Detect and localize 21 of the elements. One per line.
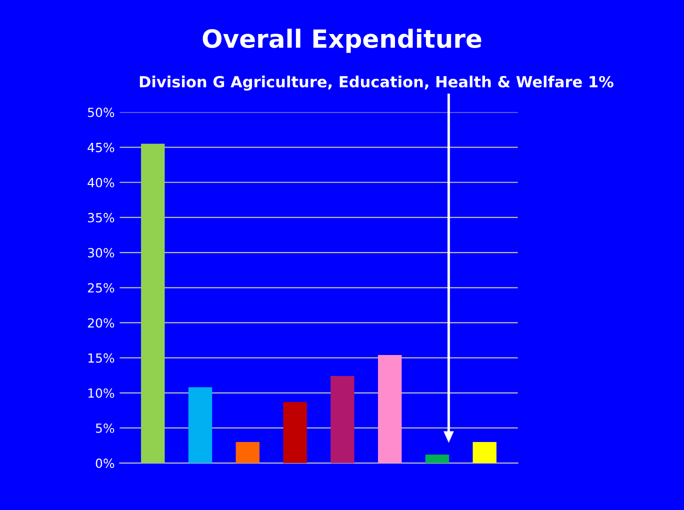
y-tick-label: 25% xyxy=(88,283,114,293)
bar xyxy=(472,442,496,464)
y-tick-label: 40% xyxy=(88,178,114,188)
bar xyxy=(378,355,402,464)
y-tick-label: 45% xyxy=(88,142,114,152)
bar xyxy=(425,454,450,464)
bar xyxy=(236,442,260,464)
y-tick-label: 10% xyxy=(88,388,114,398)
bar xyxy=(330,376,354,464)
y-tick-label: 15% xyxy=(88,353,114,363)
y-tick-label: 30% xyxy=(88,248,114,258)
bar xyxy=(188,387,212,464)
chart-title: Overall Expenditure xyxy=(202,28,482,53)
bar xyxy=(141,144,165,464)
y-tick-label: 50% xyxy=(88,108,114,118)
bar xyxy=(283,402,307,464)
text: Division G Agriculture, Education, Health & Welfare 1% xyxy=(140,76,614,91)
y-tick-label: 35% xyxy=(88,212,114,222)
y-tick-label: 5% xyxy=(96,423,114,433)
y-tick-label: 0% xyxy=(96,458,114,468)
y-tick-label: 20% xyxy=(88,318,114,328)
